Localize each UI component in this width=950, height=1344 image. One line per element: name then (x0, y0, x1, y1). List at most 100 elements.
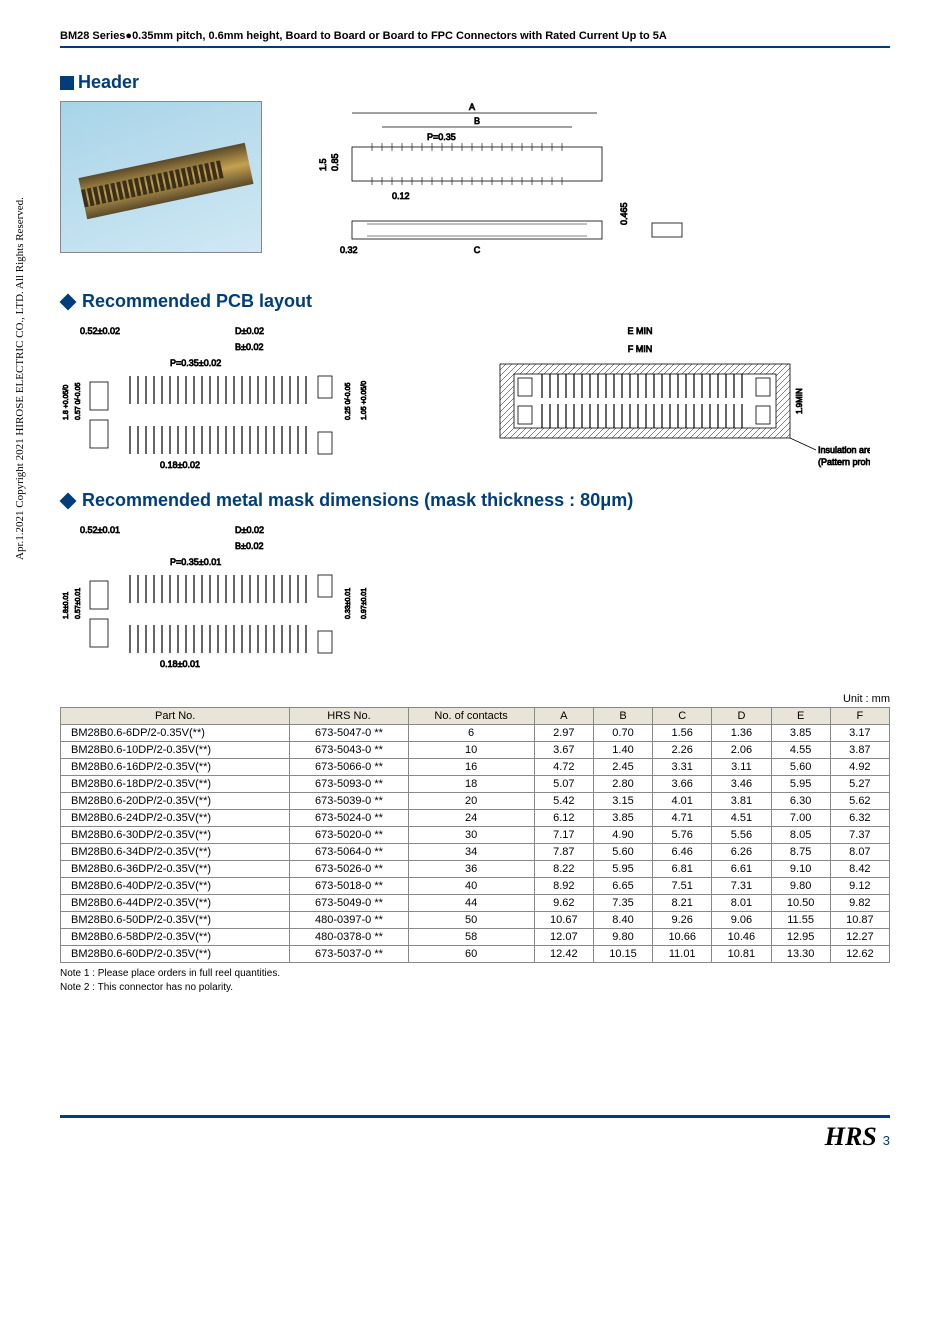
table-row: BM28B0.6-50DP/2-0.35V(**)480-0397-0 **50… (61, 912, 890, 929)
table-cell: 10.87 (830, 912, 889, 929)
table-cell: 8.05 (771, 827, 830, 844)
table-cell: 9.10 (771, 861, 830, 878)
table-cell: 3.31 (653, 759, 712, 776)
table-header: D (712, 708, 771, 725)
table-cell: 3.85 (771, 725, 830, 742)
svg-text:A: A (469, 102, 475, 112)
table-cell: 8.01 (712, 895, 771, 912)
table-cell: 673-5024-0 ** (290, 810, 408, 827)
table-cell: 4.71 (653, 810, 712, 827)
section-mask-label: Recommended metal mask dimensions (mask … (82, 490, 633, 511)
table-cell: 30 (408, 827, 534, 844)
svg-text:D±0.02: D±0.02 (235, 326, 264, 336)
table-row: BM28B0.6-36DP/2-0.35V(**)673-5026-0 **36… (61, 861, 890, 878)
table-cell: 6 (408, 725, 534, 742)
table-cell: 673-5066-0 ** (290, 759, 408, 776)
table-row: BM28B0.6-44DP/2-0.35V(**)673-5049-0 **44… (61, 895, 890, 912)
table-cell: 480-0397-0 ** (290, 912, 408, 929)
table-cell: 2.80 (593, 776, 652, 793)
table-cell: 673-5018-0 ** (290, 878, 408, 895)
table-cell: BM28B0.6-40DP/2-0.35V(**) (61, 878, 290, 895)
svg-text:0.57±0.01: 0.57±0.01 (75, 588, 82, 619)
table-cell: 0.70 (593, 725, 652, 742)
svg-text:B: B (474, 116, 480, 126)
svg-text:1.5: 1.5 (318, 158, 328, 171)
table-cell: 2.26 (653, 742, 712, 759)
table-cell: BM28B0.6-20DP/2-0.35V(**) (61, 793, 290, 810)
table-cell: 4.90 (593, 827, 652, 844)
unit-label: Unit : mm (60, 693, 890, 705)
note-1: Note 1 : Please place orders in full ree… (60, 967, 890, 981)
table-cell: 6.81 (653, 861, 712, 878)
table-cell: 5.62 (830, 793, 889, 810)
table-cell: 12.62 (830, 946, 889, 963)
table-cell: 6.61 (712, 861, 771, 878)
table-cell: BM28B0.6-6DP/2-0.35V(**) (61, 725, 290, 742)
square-icon (60, 76, 74, 90)
parts-table: Part No.HRS No.No. of contactsABCDEF BM2… (60, 707, 890, 963)
table-cell: 10.67 (534, 912, 593, 929)
table-cell: 5.95 (593, 861, 652, 878)
table-cell: 9.80 (593, 929, 652, 946)
table-cell: 7.87 (534, 844, 593, 861)
table-cell: 9.06 (712, 912, 771, 929)
table-cell: 673-5026-0 ** (290, 861, 408, 878)
table-cell: 9.80 (771, 878, 830, 895)
table-row: BM28B0.6-58DP/2-0.35V(**)480-0378-0 **58… (61, 929, 890, 946)
table-cell: 6.32 (830, 810, 889, 827)
svg-text:0.85: 0.85 (330, 153, 340, 171)
table-cell: 8.07 (830, 844, 889, 861)
table-cell: 8.42 (830, 861, 889, 878)
table-cell: BM28B0.6-16DP/2-0.35V(**) (61, 759, 290, 776)
svg-text:(Pattern prohibited area): (Pattern prohibited area) (818, 457, 870, 467)
svg-text:0.52±0.01: 0.52±0.01 (80, 525, 120, 535)
table-cell: 3.46 (712, 776, 771, 793)
table-cell: 10.66 (653, 929, 712, 946)
table-cell: 673-5037-0 ** (290, 946, 408, 963)
table-cell: 3.81 (712, 793, 771, 810)
table-cell: 673-5047-0 ** (290, 725, 408, 742)
table-cell: 24 (408, 810, 534, 827)
table-row: BM28B0.6-6DP/2-0.35V(**)673-5047-0 **62.… (61, 725, 890, 742)
table-cell: 673-5064-0 ** (290, 844, 408, 861)
table-cell: 10.46 (712, 929, 771, 946)
table-row: BM28B0.6-30DP/2-0.35V(**)673-5020-0 **30… (61, 827, 890, 844)
table-cell: 8.75 (771, 844, 830, 861)
table-header: A (534, 708, 593, 725)
table-cell: 5.27 (830, 776, 889, 793)
table-cell: 40 (408, 878, 534, 895)
table-cell: 6.12 (534, 810, 593, 827)
table-cell: 6.26 (712, 844, 771, 861)
table-cell: 11.01 (653, 946, 712, 963)
svg-text:0.97±0.01: 0.97±0.01 (361, 588, 368, 619)
page-number: 3 (883, 1133, 890, 1148)
table-cell: BM28B0.6-60DP/2-0.35V(**) (61, 946, 290, 963)
table-row: BM28B0.6-10DP/2-0.35V(**)673-5043-0 **10… (61, 742, 890, 759)
table-cell: BM28B0.6-18DP/2-0.35V(**) (61, 776, 290, 793)
mask-drawing: 0.52±0.01 D±0.02 B±0.02 P=0.35±0.01 (60, 519, 890, 669)
table-cell: 10.15 (593, 946, 652, 963)
table-cell: 3.85 (593, 810, 652, 827)
table-cell: 7.17 (534, 827, 593, 844)
table-cell: 1.56 (653, 725, 712, 742)
header-drawing: A B P=0.35 (292, 101, 890, 271)
svg-text:1.05 +0.05/0: 1.05 +0.05/0 (361, 381, 368, 420)
table-cell: 5.60 (771, 759, 830, 776)
table-cell: 8.92 (534, 878, 593, 895)
table-row: BM28B0.6-34DP/2-0.35V(**)673-5064-0 **34… (61, 844, 890, 861)
table-row: BM28B0.6-40DP/2-0.35V(**)673-5018-0 **40… (61, 878, 890, 895)
svg-text:P=0.35±0.02: P=0.35±0.02 (170, 358, 221, 368)
copyright-text: Apr.1.2021 Copyright 2021 HIROSE ELECTRI… (14, 197, 26, 560)
svg-text:0.465: 0.465 (619, 202, 629, 225)
table-cell: 34 (408, 844, 534, 861)
table-cell: 7.00 (771, 810, 830, 827)
svg-text:E MIN: E MIN (627, 326, 652, 336)
table-cell: 12.95 (771, 929, 830, 946)
table-cell: 44 (408, 895, 534, 912)
svg-text:F MIN: F MIN (628, 344, 653, 354)
connector-photo (60, 101, 262, 253)
table-cell: 5.76 (653, 827, 712, 844)
table-cell: 16 (408, 759, 534, 776)
table-cell: 10.50 (771, 895, 830, 912)
table-cell: 673-5020-0 ** (290, 827, 408, 844)
